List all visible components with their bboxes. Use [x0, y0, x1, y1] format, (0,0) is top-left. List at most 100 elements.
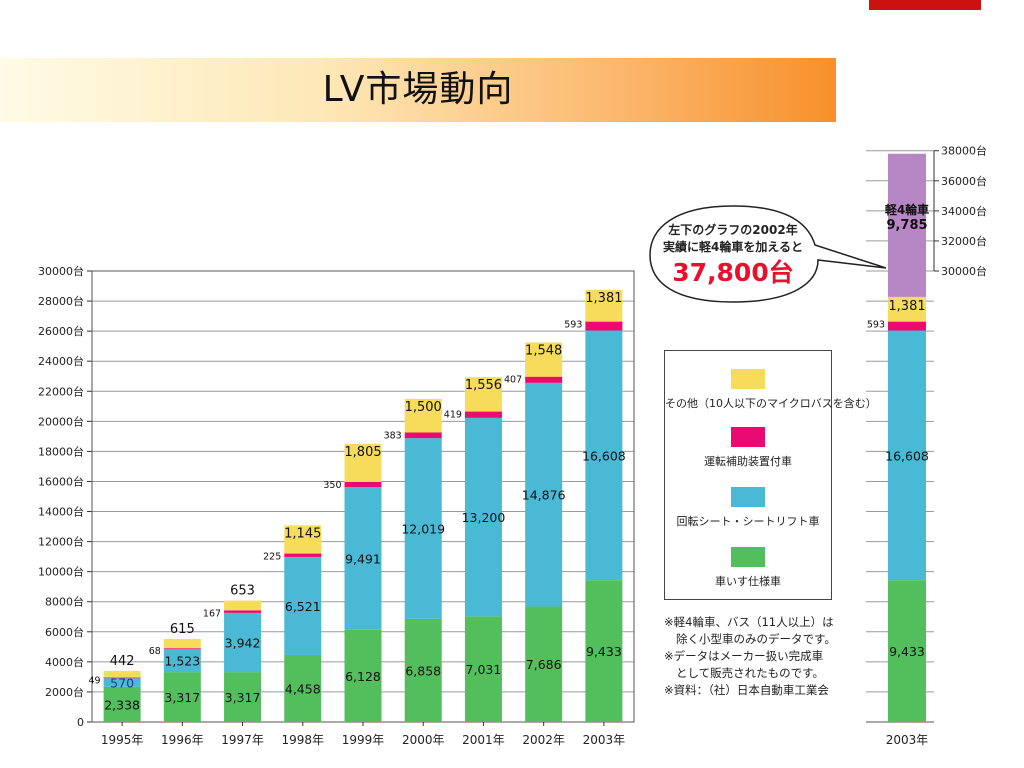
data-label: 3,317 — [164, 690, 200, 705]
bar-segment — [525, 606, 563, 722]
y-tick-label: 24000台 — [38, 354, 84, 368]
note-line: ※資料：（社）日本自動車工業会 — [664, 683, 829, 697]
bar-segment — [888, 580, 926, 722]
legend-item-assist: 運転補助装置付車 — [665, 427, 831, 469]
data-label: 1,145 — [284, 526, 321, 541]
x-tick-label: 2000年 — [402, 733, 445, 747]
y-tick-label: 30000台 — [38, 264, 84, 278]
bar-label-box — [404, 398, 442, 416]
y-tick-label: 16000台 — [38, 474, 84, 488]
data-label: 1,381 — [888, 299, 925, 314]
notes: ※軽4輪車、バス（11人以上）は 除く小型車のみのデータです。 ※データはメーカ… — [664, 614, 850, 699]
bar-segment — [163, 638, 201, 649]
data-label: 6,521 — [285, 599, 321, 614]
data-label: 407 — [504, 375, 522, 386]
data-label: 9,433 — [889, 644, 925, 659]
data-label: 6,128 — [345, 669, 381, 684]
legend-swatch-wheelchair — [731, 547, 765, 567]
bar-segment — [404, 432, 442, 439]
y-tick-label: 38000台 — [941, 144, 987, 158]
data-label: 軽4輪車 — [885, 202, 929, 217]
y-tick-label: 2000台 — [45, 685, 84, 699]
x-tick-label: 2002年 — [522, 733, 565, 747]
legend-label-swivel: 回転シート・シートリフト車 — [676, 515, 820, 528]
bar-segment — [464, 417, 502, 617]
bar-label-box — [525, 342, 563, 360]
callout-line-1: 左下のグラフの2002年 — [668, 223, 798, 237]
x-tick-label: 1997年 — [221, 733, 264, 747]
bar-segment — [888, 153, 926, 301]
data-label: 3,317 — [225, 690, 261, 705]
data-label: 9,491 — [345, 552, 381, 567]
data-label: 16,608 — [885, 448, 929, 463]
x-tick-label: 2001年 — [462, 733, 505, 747]
data-label: 1,805 — [344, 445, 381, 460]
x-tick-label: 1996年 — [161, 733, 204, 747]
data-label: 570 — [110, 676, 134, 691]
data-label: 4,458 — [285, 681, 321, 696]
legend-swatch-other — [731, 369, 765, 389]
y-tick-label: 12000台 — [38, 535, 84, 549]
bar-segment — [103, 677, 141, 679]
y-tick-label: 18000台 — [38, 444, 84, 458]
bar-segment — [103, 670, 141, 678]
bar-segment — [888, 330, 926, 581]
y-tick-label: 30000台 — [941, 264, 987, 278]
bar-segment — [163, 649, 201, 673]
y-tick-label: 0 — [77, 716, 84, 729]
note-line: ※軽4輪車、バス（11人以上）は — [664, 615, 834, 629]
note-line: 除く小型車のみのデータです。 — [676, 632, 836, 646]
bar-label-box — [585, 289, 623, 307]
data-label: 1,500 — [405, 400, 442, 415]
bar-segment — [284, 556, 322, 655]
callout-bubble — [649, 205, 887, 303]
y-tick-label: 28000台 — [38, 294, 84, 308]
legend-swatch-assist — [731, 427, 765, 447]
title-banner: LV市場動向 — [0, 58, 836, 122]
bar-label-box — [284, 525, 322, 543]
bar-segment — [224, 600, 262, 611]
data-label: 419 — [444, 410, 462, 421]
y-tick-label: 36000台 — [941, 174, 987, 188]
x-tick-label: 1998年 — [282, 733, 325, 747]
y-tick-label: 14000台 — [38, 505, 84, 519]
data-label: 9,433 — [586, 644, 622, 659]
data-label: 12,019 — [401, 522, 445, 537]
bar-segment — [404, 438, 442, 619]
data-label: 6,858 — [405, 663, 441, 678]
data-label: 7,686 — [526, 657, 562, 672]
legend-label-wheelchair: 車いす仕様車 — [715, 575, 781, 588]
x-tick-label: 1995年 — [101, 733, 144, 747]
y-tick-label: 4000台 — [45, 655, 84, 669]
bar-segment — [585, 580, 623, 722]
data-label: 1,548 — [525, 343, 562, 358]
data-label: 593 — [867, 320, 885, 331]
legend: その他（10人以下のマイクロバスを含む） 運転補助装置付車 回転シート・シートリ… — [664, 350, 877, 600]
bar-label-box — [888, 296, 926, 314]
data-label: 1,556 — [465, 378, 502, 393]
callout-line-2: 実績に軽4輪車を加えると — [663, 240, 803, 254]
bar-segment — [224, 612, 262, 673]
data-label: 7,031 — [466, 662, 502, 677]
y-tick-label: 22000台 — [38, 384, 84, 398]
bar-segment — [585, 321, 623, 331]
bar-segment — [525, 376, 563, 383]
bar-segment — [344, 629, 382, 722]
bar-segment — [344, 481, 382, 488]
page-title: LV市場動向 — [322, 69, 514, 110]
data-label: 49 — [89, 676, 101, 687]
bar-segment — [344, 487, 382, 630]
data-label: 593 — [564, 320, 582, 331]
bar-segment — [284, 654, 322, 722]
callout-total: 37,800台 — [672, 258, 794, 287]
data-label: 442 — [110, 654, 135, 669]
data-label: 1,523 — [164, 654, 200, 669]
data-label: 653 — [230, 584, 255, 599]
bar-segment — [163, 672, 201, 722]
data-label: 225 — [263, 552, 281, 563]
y-tick-label: 26000台 — [38, 324, 84, 338]
bar-segment — [224, 672, 262, 722]
bar-segment — [525, 382, 563, 607]
bar-segment — [464, 411, 502, 418]
